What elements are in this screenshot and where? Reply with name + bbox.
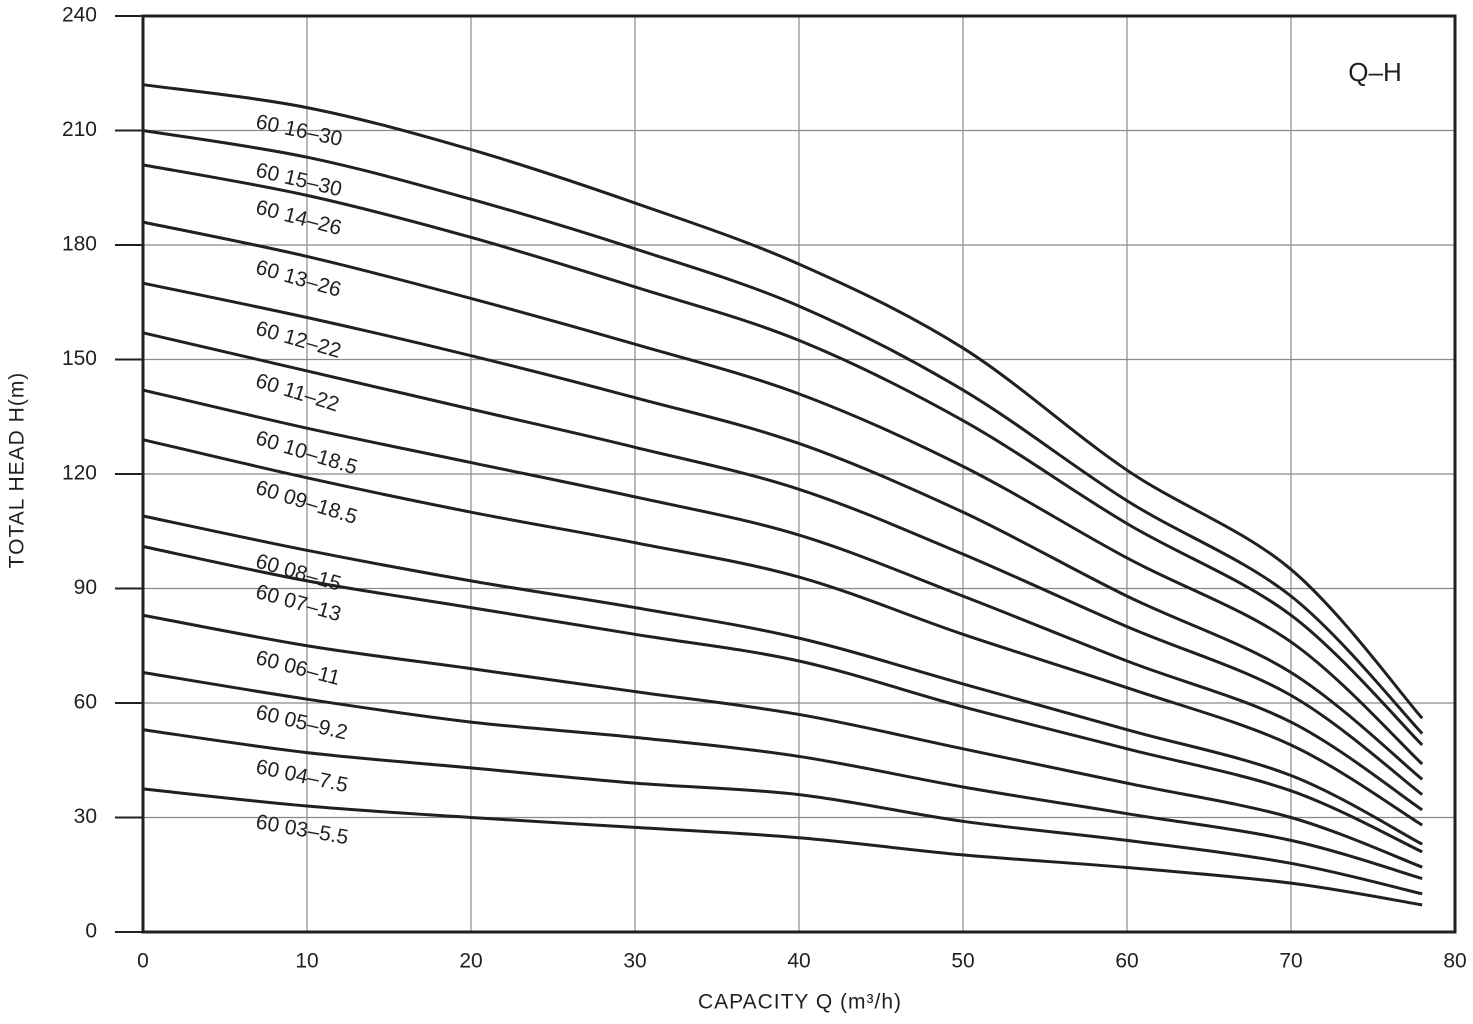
pump-curve [142, 331, 1424, 796]
pump-curve [142, 220, 1424, 766]
y-tick-label: 60 [74, 691, 97, 714]
x-tick-label: 0 [137, 950, 149, 973]
y-tick-label: 210 [62, 118, 97, 141]
pump-curve [142, 129, 1424, 735]
y-tick-label: 240 [62, 4, 97, 27]
plot-frame [141, 14, 1457, 934]
pump-curve [142, 514, 1423, 846]
x-tick-label: 80 [1443, 950, 1466, 973]
pump-curve [142, 613, 1423, 869]
pump-curve [142, 545, 1423, 854]
x-tick-label: 10 [295, 950, 318, 973]
x-tick-label: 20 [459, 950, 482, 973]
x-axis-title: CAPACITY Q (m³/h) [698, 991, 902, 1014]
x-tick-label: 40 [787, 950, 810, 973]
curve-type-label: Q–H [1348, 57, 1401, 87]
curve-label: 60 03–5.5 [254, 810, 350, 849]
curve-label: 60 04–7.5 [254, 755, 350, 797]
y-tick-label: 90 [74, 576, 97, 599]
pump-curve [142, 670, 1423, 881]
pump-curve [142, 281, 1424, 781]
curve-label: 60 06–11 [253, 646, 342, 690]
y-axis-title: TOTAL HEAD H(m) [6, 372, 29, 569]
pump-curve [142, 728, 1423, 896]
y-tick-label: 0 [85, 920, 97, 943]
pump-curve [142, 163, 1424, 747]
pump-curve [142, 787, 1423, 907]
curve-label: 60 05–9.2 [254, 701, 350, 745]
pump-curve [142, 438, 1423, 827]
pump-curve [142, 388, 1424, 812]
y-tick-label: 150 [62, 347, 97, 370]
x-tick-label: 30 [623, 950, 646, 973]
y-tick-label: 30 [74, 805, 97, 828]
y-tick-label: 120 [62, 462, 97, 485]
x-tick-label: 50 [951, 950, 974, 973]
x-tick-label: 70 [1279, 950, 1302, 973]
pump-curve [142, 83, 1424, 720]
x-tick-label: 60 [1115, 950, 1138, 973]
curve-label: 60 14–26 [253, 196, 344, 240]
y-tick-label: 180 [62, 233, 97, 256]
curve-label: 60 16–30 [254, 110, 344, 151]
